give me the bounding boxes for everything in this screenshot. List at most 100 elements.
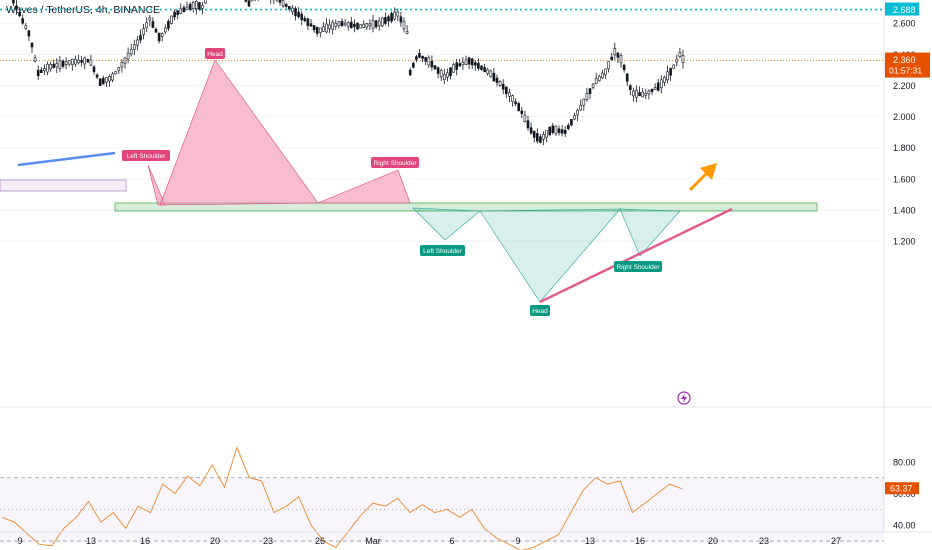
candle-body: [157, 32, 161, 42]
head-label-top: Head: [207, 51, 223, 58]
candle-body: [656, 82, 660, 91]
candle-body: [622, 64, 626, 71]
time-tick-label: 9: [17, 536, 22, 546]
candle-body: [588, 88, 592, 95]
candle-body: [340, 21, 344, 26]
right-shoulder-label-top: Right Shoulder: [374, 160, 418, 167]
candle-body: [315, 26, 319, 34]
time-tick-label: 16: [140, 536, 150, 546]
candle-body: [672, 64, 676, 69]
candle-body: [402, 21, 406, 30]
candle-body: [374, 20, 378, 28]
candle-body: [675, 58, 679, 63]
candle-body: [480, 65, 483, 70]
candle-body: [477, 62, 480, 69]
candle-body: [458, 63, 462, 67]
candle-body: [160, 33, 164, 37]
neckline-zone: [114, 202, 818, 212]
candle-body: [191, 1, 195, 9]
hs-head-area: [159, 59, 319, 206]
candle-body: [638, 92, 641, 97]
candle-body: [281, 0, 285, 7]
right-shoulder-label-top-bg: [371, 157, 419, 168]
candle-body: [439, 70, 443, 78]
candle-body: [33, 57, 37, 62]
candle-body: [619, 55, 623, 64]
candle-body: [49, 64, 52, 70]
candle-body: [24, 25, 28, 29]
candle-body: [368, 23, 372, 27]
candle-body: [526, 120, 530, 129]
price-tick-label: 2.000: [893, 112, 916, 122]
candle-body: [427, 57, 431, 66]
candle-body: [616, 52, 620, 58]
candle-body: [95, 74, 99, 78]
candle-body: [560, 129, 564, 134]
time-tick-label: 23: [759, 536, 769, 546]
candle-body: [566, 125, 570, 129]
candle-body: [328, 24, 331, 30]
candle-body: [666, 71, 669, 81]
candle-body: [535, 133, 539, 142]
time-tick-label: 16: [635, 536, 645, 546]
candle-body: [517, 103, 521, 111]
candle-body: [464, 59, 468, 65]
candle-body: [486, 69, 490, 74]
hs-right-shoulder-area: [317, 169, 411, 204]
candle-body: [461, 61, 465, 66]
candle-body: [294, 8, 297, 17]
candle-body: [455, 62, 459, 70]
candle-body: [384, 17, 387, 24]
candle-body: [244, 0, 248, 2]
time-tick-label: 6: [449, 536, 454, 546]
candle-body: [399, 16, 403, 23]
breakout-arrow-head: [700, 163, 717, 180]
lightning-icon-glyph: [681, 393, 687, 403]
candle-body: [597, 75, 601, 81]
candle-body: [508, 92, 511, 97]
candle-body: [563, 129, 567, 134]
time-tick-label: 13: [585, 536, 595, 546]
candle-body: [55, 63, 59, 68]
candle-body: [145, 22, 148, 29]
candle-body: [74, 59, 77, 65]
candle-body: [421, 55, 424, 59]
uptrend-support-line[interactable]: [539, 207, 733, 304]
countdown-label: 01:57:31: [889, 66, 922, 76]
time-tick-label: 9: [515, 536, 520, 546]
left-shoulder-label-bottom: Left Shoulder: [423, 248, 463, 255]
candle-body: [185, 6, 189, 10]
candle-body: [343, 22, 347, 26]
candle-body: [532, 130, 536, 138]
candle-body: [21, 18, 25, 24]
candle-body: [120, 62, 124, 68]
candle-body: [601, 72, 604, 79]
candle-body: [653, 87, 657, 90]
candle-body: [102, 77, 105, 85]
candle-body: [80, 59, 83, 63]
candle-body: [306, 18, 310, 26]
price-tick-label: 1.400: [893, 205, 916, 215]
head-label-bottom: Head: [532, 308, 548, 315]
price-tick-label: 1.800: [893, 143, 916, 153]
candle-body: [669, 67, 672, 76]
candle-body: [297, 11, 300, 18]
uptrend-line-left[interactable]: [17, 151, 116, 167]
candle-body: [309, 23, 313, 27]
candle-body: [136, 39, 139, 46]
candle-body: [15, 5, 18, 10]
candle-body: [625, 73, 629, 82]
candle-body: [604, 68, 607, 76]
candle-body: [610, 56, 614, 61]
candle-body: [396, 11, 400, 17]
candle-body: [322, 26, 325, 32]
candle-body: [349, 21, 353, 29]
price-tick-label: 1.600: [893, 174, 916, 184]
time-tick-label: 27: [831, 536, 841, 546]
candle-body: [303, 18, 307, 22]
candle-body: [573, 115, 576, 120]
candle-body: [393, 11, 397, 20]
candle-body: [139, 35, 142, 41]
candle-body: [71, 58, 74, 66]
candle-body: [300, 13, 304, 21]
